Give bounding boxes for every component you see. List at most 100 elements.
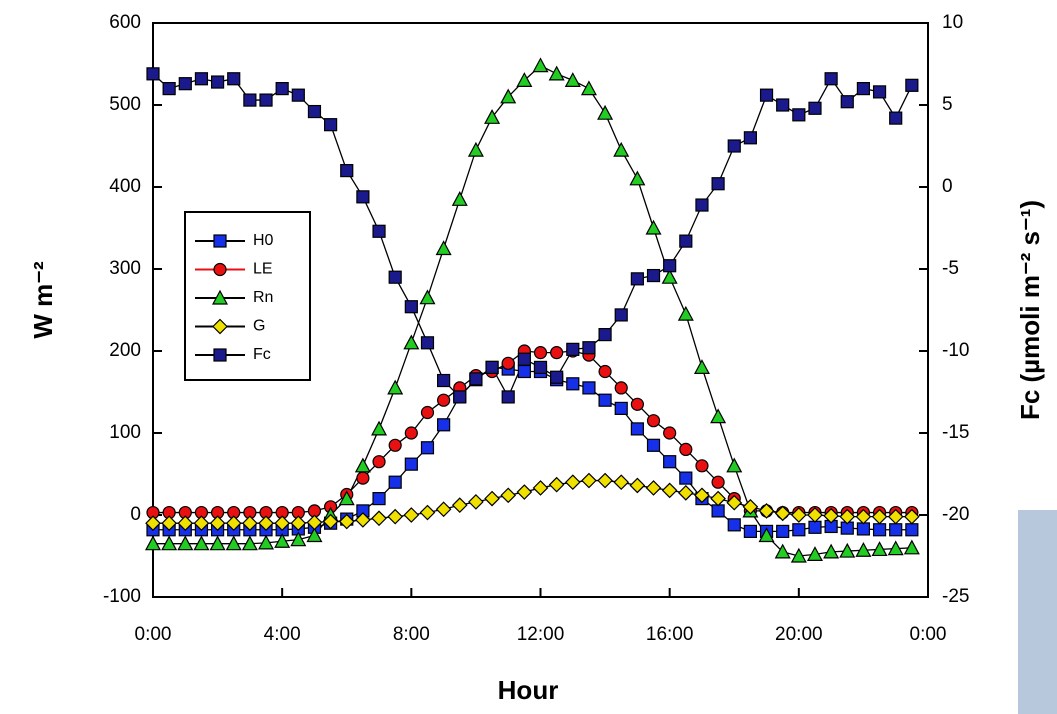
marker [872,523,887,537]
marker [661,482,678,499]
marker [194,72,209,86]
marker [550,370,564,384]
marker [646,414,661,428]
legend-label: H0 [253,232,274,249]
marker [356,471,370,485]
marker [679,442,693,456]
marker [582,381,596,395]
y-tick-label: 0 [130,504,141,525]
legend-label: Fc [253,346,271,363]
marker [613,141,630,157]
y2-tick-label: 5 [942,94,953,115]
marker [161,535,178,551]
marker [419,504,436,521]
marker [404,300,418,314]
marker [629,170,646,186]
marker [598,393,612,407]
marker [258,534,275,550]
marker [711,177,725,191]
y-tick-label: -100 [103,586,141,607]
marker [501,356,515,370]
marker [371,510,387,527]
marker [533,346,548,360]
marker [679,471,693,485]
marker [808,101,822,115]
x-axis-title: Hour [498,675,559,705]
y-tick-label: 600 [109,12,141,33]
marker [614,308,628,322]
y2-tick-label: 10 [942,12,963,33]
marker [258,515,274,532]
marker [710,490,726,507]
marker [340,164,354,178]
legend-label: G [253,318,265,335]
marker [663,455,677,469]
marker [324,118,338,132]
marker [209,535,226,551]
marker [792,108,806,122]
marker [776,98,790,112]
legend-marker [213,348,227,362]
marker [388,475,402,489]
marker [161,515,177,532]
marker [404,457,418,471]
marker [774,505,791,522]
marker [227,72,241,86]
marker [501,390,515,404]
marker [564,474,581,491]
marker [564,72,581,88]
y-axis-title: W m⁻² [28,261,58,339]
marker [598,364,612,379]
marker [469,372,483,386]
y2-tick-label: -10 [942,340,969,361]
x-tick-label: 12:00 [517,624,565,645]
marker [823,507,839,524]
marker [887,540,904,556]
marker [823,543,840,559]
marker [905,78,919,92]
marker [856,522,871,536]
marker [790,547,807,563]
marker [177,535,194,551]
marker [372,455,386,469]
marker [742,498,759,515]
x-tick-label: 4:00 [264,624,301,645]
marker [871,508,888,525]
marker [274,532,291,548]
marker [663,426,677,440]
marker [889,111,903,125]
marker [420,405,435,420]
marker [243,93,257,107]
marker [661,268,678,284]
marker [193,515,210,532]
marker [710,408,727,424]
marker [437,393,451,407]
marker [630,422,644,436]
marker [550,346,564,360]
y-tick-label: 400 [109,176,141,197]
marker [209,515,226,532]
marker [630,397,644,411]
marker [451,191,468,206]
marker [582,341,596,355]
marker [178,77,192,91]
marker [291,88,305,102]
legend-marker [213,262,227,277]
marker [467,141,484,157]
marker [598,328,612,342]
marker [146,67,160,81]
marker [743,524,757,539]
marker [404,426,418,440]
marker [695,198,709,212]
marker [597,104,614,120]
marker [437,373,451,388]
marker [711,475,725,489]
legend-marker [212,318,228,335]
marker [581,472,597,489]
marker [677,305,694,321]
marker [548,65,565,81]
marker [290,531,307,547]
marker [630,272,644,286]
x-tick-label: 16:00 [646,624,694,645]
marker [420,336,435,350]
